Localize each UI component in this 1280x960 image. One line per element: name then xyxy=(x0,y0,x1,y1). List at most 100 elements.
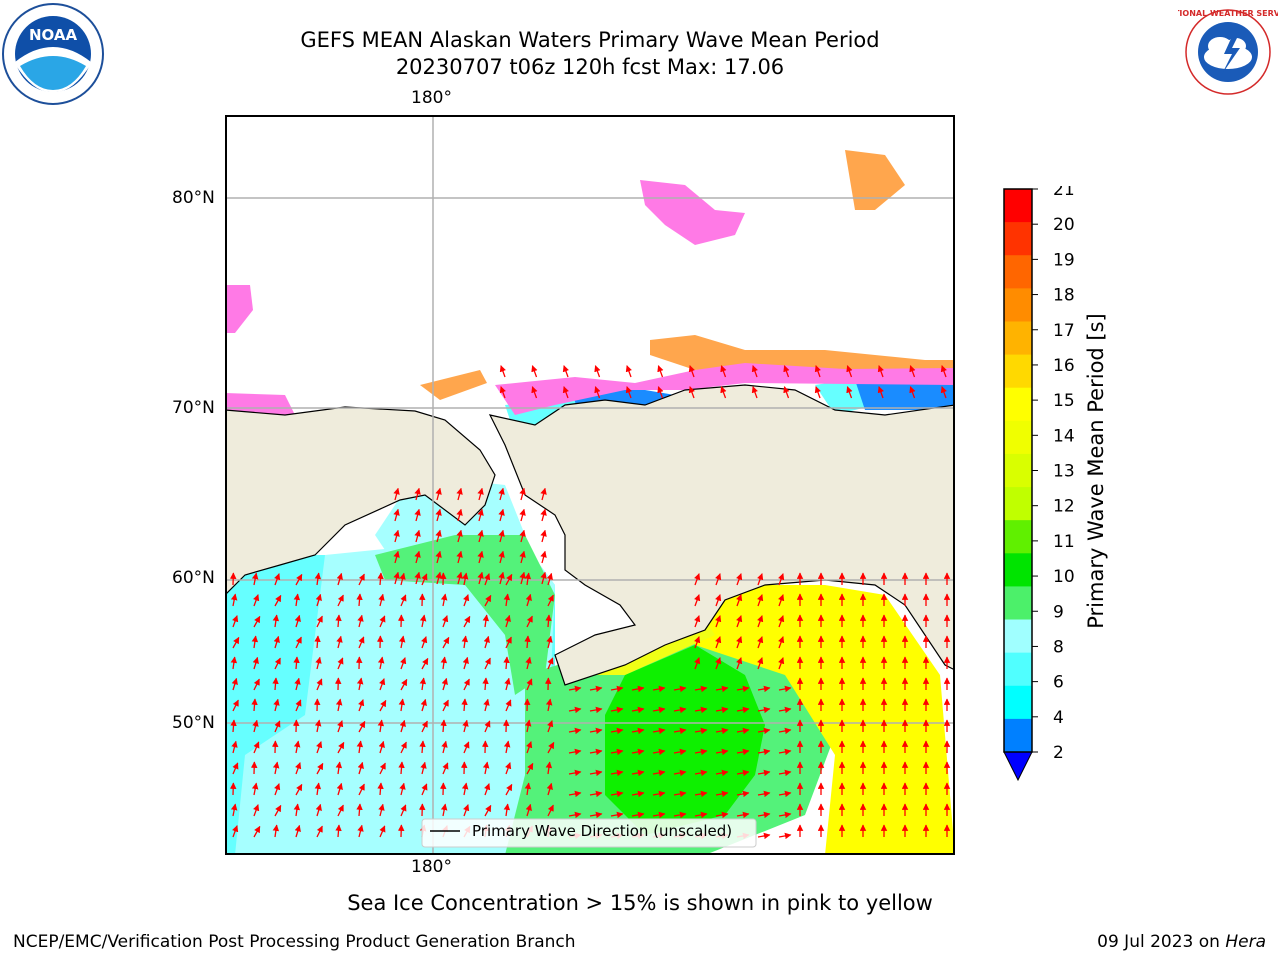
wave-arrow xyxy=(547,720,554,733)
wave-arrow xyxy=(377,782,384,796)
wave-arrow xyxy=(736,748,750,756)
wave-arrow xyxy=(421,720,428,733)
wave-arrow xyxy=(358,783,365,796)
wave-arrow xyxy=(379,762,386,775)
colorbar-tick-label: 12 xyxy=(1053,497,1075,517)
wave-arrow xyxy=(463,804,470,817)
wave-arrow xyxy=(589,790,603,798)
wave-arrow xyxy=(610,706,624,714)
wave-arrow xyxy=(546,782,553,796)
wave-arrow xyxy=(294,677,301,691)
colorbar-under-triangle xyxy=(1003,751,1033,782)
wave-arrow xyxy=(736,811,750,819)
wave-arrow xyxy=(379,699,387,712)
wave-arrow xyxy=(414,550,421,564)
wave-arrow xyxy=(295,762,302,775)
wave-arrow xyxy=(652,727,666,735)
wave-arrow xyxy=(715,727,729,735)
wave-arrow xyxy=(814,386,821,399)
wave-arrow xyxy=(694,594,701,607)
wave-arrow xyxy=(482,614,490,628)
wave-arrow xyxy=(505,573,513,586)
wave-arrow xyxy=(778,657,785,670)
wave-arrow xyxy=(314,782,322,796)
wave-arrow xyxy=(631,769,645,777)
gulf-green-region xyxy=(605,645,765,835)
wave-arrow xyxy=(316,741,323,754)
wave-arrow xyxy=(505,762,512,775)
wave-arrow xyxy=(652,706,666,714)
wave-arrow xyxy=(757,657,764,670)
wave-arrow xyxy=(274,804,282,817)
wave-arrow xyxy=(877,365,884,378)
wave-arrow xyxy=(736,769,750,777)
wave-arrow xyxy=(610,769,624,777)
wave-arrow xyxy=(720,365,727,378)
wave-arrow xyxy=(720,386,727,399)
colorbar-tick-label: 20 xyxy=(1053,215,1075,235)
wave-arrow xyxy=(545,761,553,775)
wave-arrow xyxy=(232,699,239,712)
noaa-logo-text: NOAA xyxy=(29,26,78,44)
sea-ice-north-1 xyxy=(640,180,745,245)
colorbar: 21 20 19 18 17 16 15 14 13 12 11 10 9 8 6 4 2 xyxy=(1003,186,1075,782)
wave-arrow xyxy=(594,386,601,399)
wave-arrow xyxy=(484,657,491,670)
wave-arrow xyxy=(589,706,603,714)
wave-arrow xyxy=(503,803,511,817)
wave-arrow xyxy=(230,719,237,733)
wave-arrow xyxy=(356,803,363,817)
wave-arrow xyxy=(337,657,344,670)
wave-arrow xyxy=(440,719,447,733)
wave-arrow xyxy=(694,706,708,714)
wave-arrow xyxy=(315,656,322,670)
wave-arrow xyxy=(294,824,301,838)
wave-arrow xyxy=(524,782,532,796)
colorbar-tick-label: 4 xyxy=(1053,708,1064,728)
wave-arrow xyxy=(694,615,701,628)
wave-arrow xyxy=(398,761,405,775)
colorbar-segment xyxy=(1004,553,1032,587)
colorbar-segment xyxy=(1004,354,1032,389)
colorbar-segment xyxy=(1004,619,1032,654)
wave-arrow xyxy=(315,803,322,817)
wave-arrow xyxy=(398,635,406,649)
wave-arrow xyxy=(505,783,513,796)
wave-arrow xyxy=(421,573,428,586)
wave-arrow xyxy=(421,636,428,649)
wave-arrow xyxy=(499,386,506,399)
wave-arrow xyxy=(757,636,764,649)
wave-arrow xyxy=(419,740,426,754)
wave-arrow xyxy=(461,782,469,796)
wave-arrow xyxy=(251,782,259,796)
wave-arrow xyxy=(398,698,406,712)
colorbar-segment xyxy=(1004,520,1032,554)
wave-arrow xyxy=(253,615,261,628)
wave-arrow xyxy=(652,769,666,777)
wave-arrow xyxy=(314,719,322,733)
wave-arrow xyxy=(652,811,666,819)
colorbar-tick-label: 9 xyxy=(1053,602,1064,622)
wave-arrow xyxy=(778,685,792,693)
wave-arrow xyxy=(336,572,343,586)
wave-arrow xyxy=(295,636,302,649)
wave-arrow xyxy=(540,571,547,585)
colorbar-tick-label: 10 xyxy=(1053,567,1075,587)
wave-arrow xyxy=(482,761,490,775)
wave-arrow xyxy=(274,594,282,607)
ocean-light-cyan-region xyxy=(235,545,555,855)
wave-arrow xyxy=(295,573,303,586)
sea-ice-siberia xyxy=(420,370,487,400)
wave-arrow xyxy=(562,365,569,378)
wave-arrow xyxy=(435,529,442,543)
lon-label-bottom: 180° xyxy=(411,857,452,877)
wave-arrow xyxy=(461,572,469,586)
wave-arrow xyxy=(295,699,302,712)
wave-arrow xyxy=(531,365,538,378)
wave-arrow xyxy=(736,706,750,714)
wave-arrow xyxy=(778,615,785,628)
wave-arrow xyxy=(688,386,695,399)
wave-arrow xyxy=(524,635,531,649)
wave-arrow xyxy=(778,748,792,756)
wave-arrow xyxy=(688,365,695,378)
